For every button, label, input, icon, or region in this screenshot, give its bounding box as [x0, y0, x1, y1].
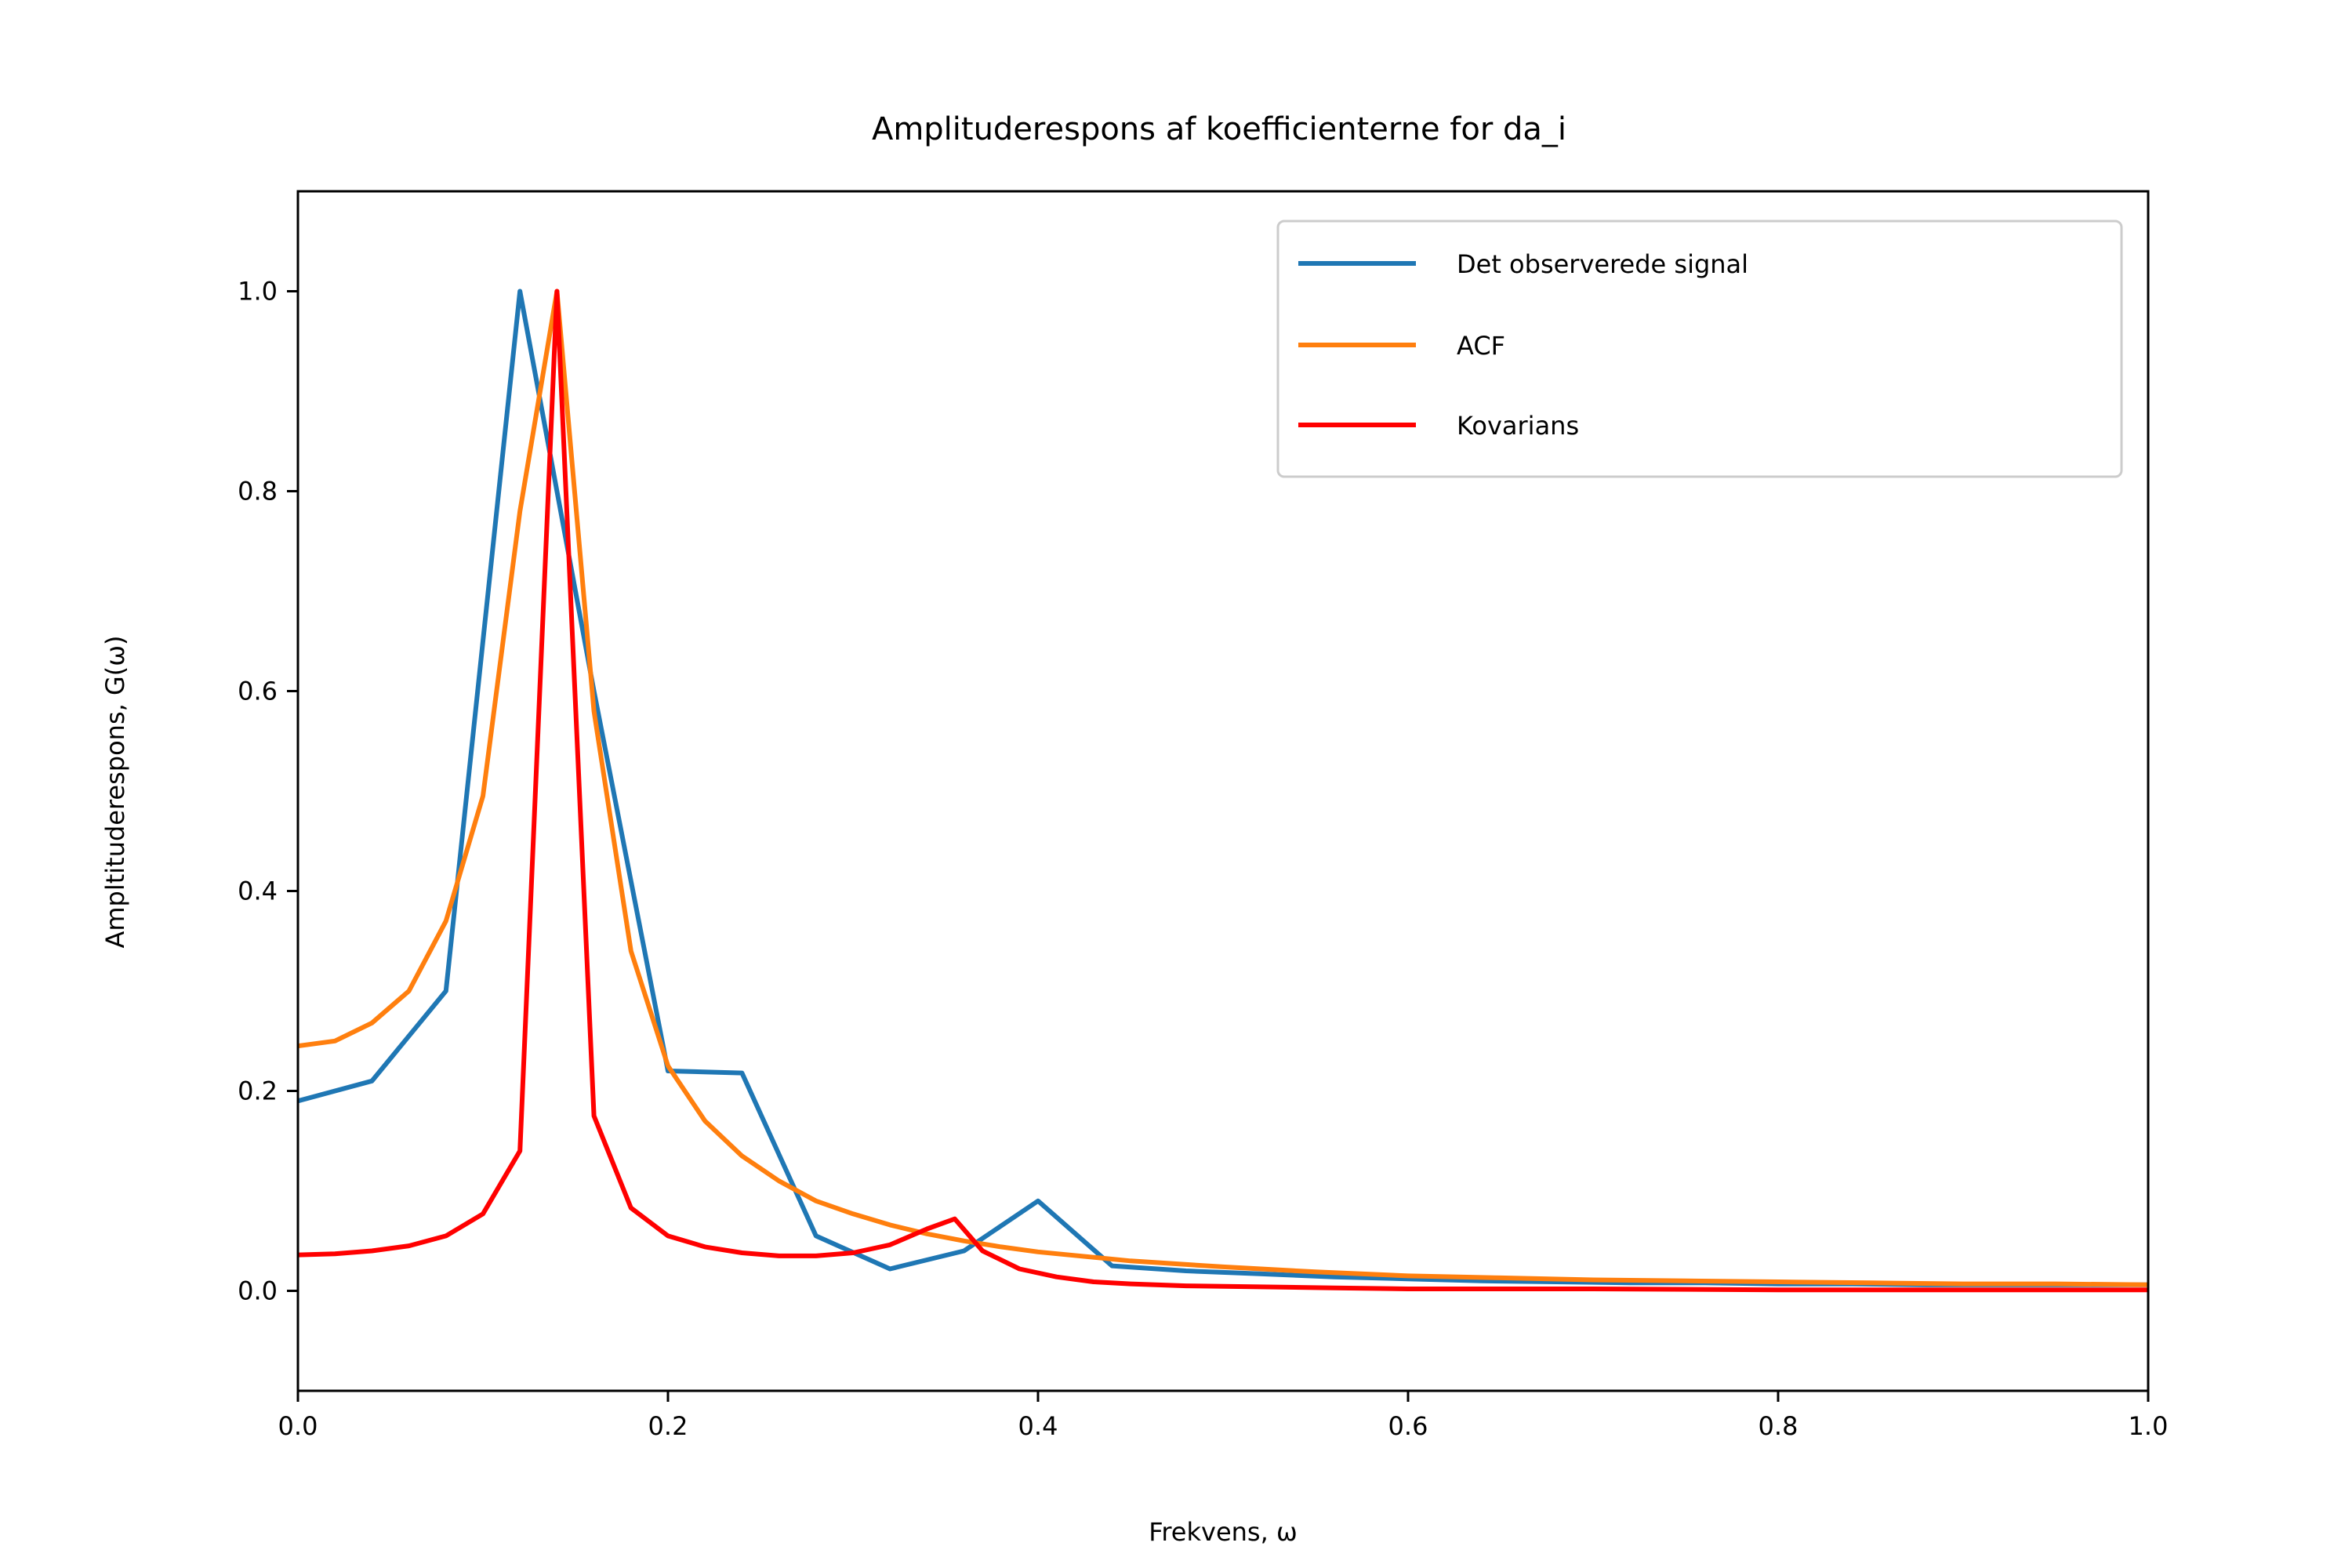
x-tick-label: 0.4 [1018, 1411, 1058, 1441]
y-tick-label: 0.2 [238, 1076, 278, 1106]
y-tick-label: 0.8 [238, 477, 278, 506]
y-tick-label: 0.0 [238, 1276, 278, 1306]
legend-label-kovarians: Kovarians [1457, 411, 1579, 441]
chart-title: Amplituderespons af koefficienterne for … [872, 111, 1566, 147]
legend: Det observerede signal ACF Kovarians [1276, 220, 2123, 478]
x-tick-label: 0.8 [1759, 1411, 1798, 1441]
x-axis: 0.0 0.2 0.4 0.6 0.8 1.0 [278, 1391, 2169, 1441]
y-axis: 0.0 0.2 0.4 0.6 0.8 1.0 [238, 277, 298, 1306]
series-line-2 [297, 289, 2148, 1293]
legend-box [1276, 220, 2123, 478]
y-tick-label: 0.6 [238, 677, 278, 706]
x-tick-label: 0.2 [648, 1411, 688, 1441]
x-tick-label: 0.6 [1388, 1411, 1428, 1441]
y-tick-label: 1.0 [238, 277, 278, 307]
legend-label-acf: ACF [1457, 331, 1505, 361]
x-axis-label: Frekvens, ω [1149, 1517, 1297, 1547]
series-line-1 [297, 289, 2149, 1287]
y-axis-label: Ampltituderespons, G(ω) [100, 635, 130, 948]
legend-label-observed: Det observerede signal [1457, 249, 1748, 279]
x-tick-label: 1.0 [2129, 1411, 2169, 1441]
y-tick-label: 0.4 [238, 877, 278, 906]
plot-area [297, 289, 2149, 1293]
plot-frame [296, 190, 2150, 1392]
x-tick-label: 0.0 [278, 1411, 318, 1441]
